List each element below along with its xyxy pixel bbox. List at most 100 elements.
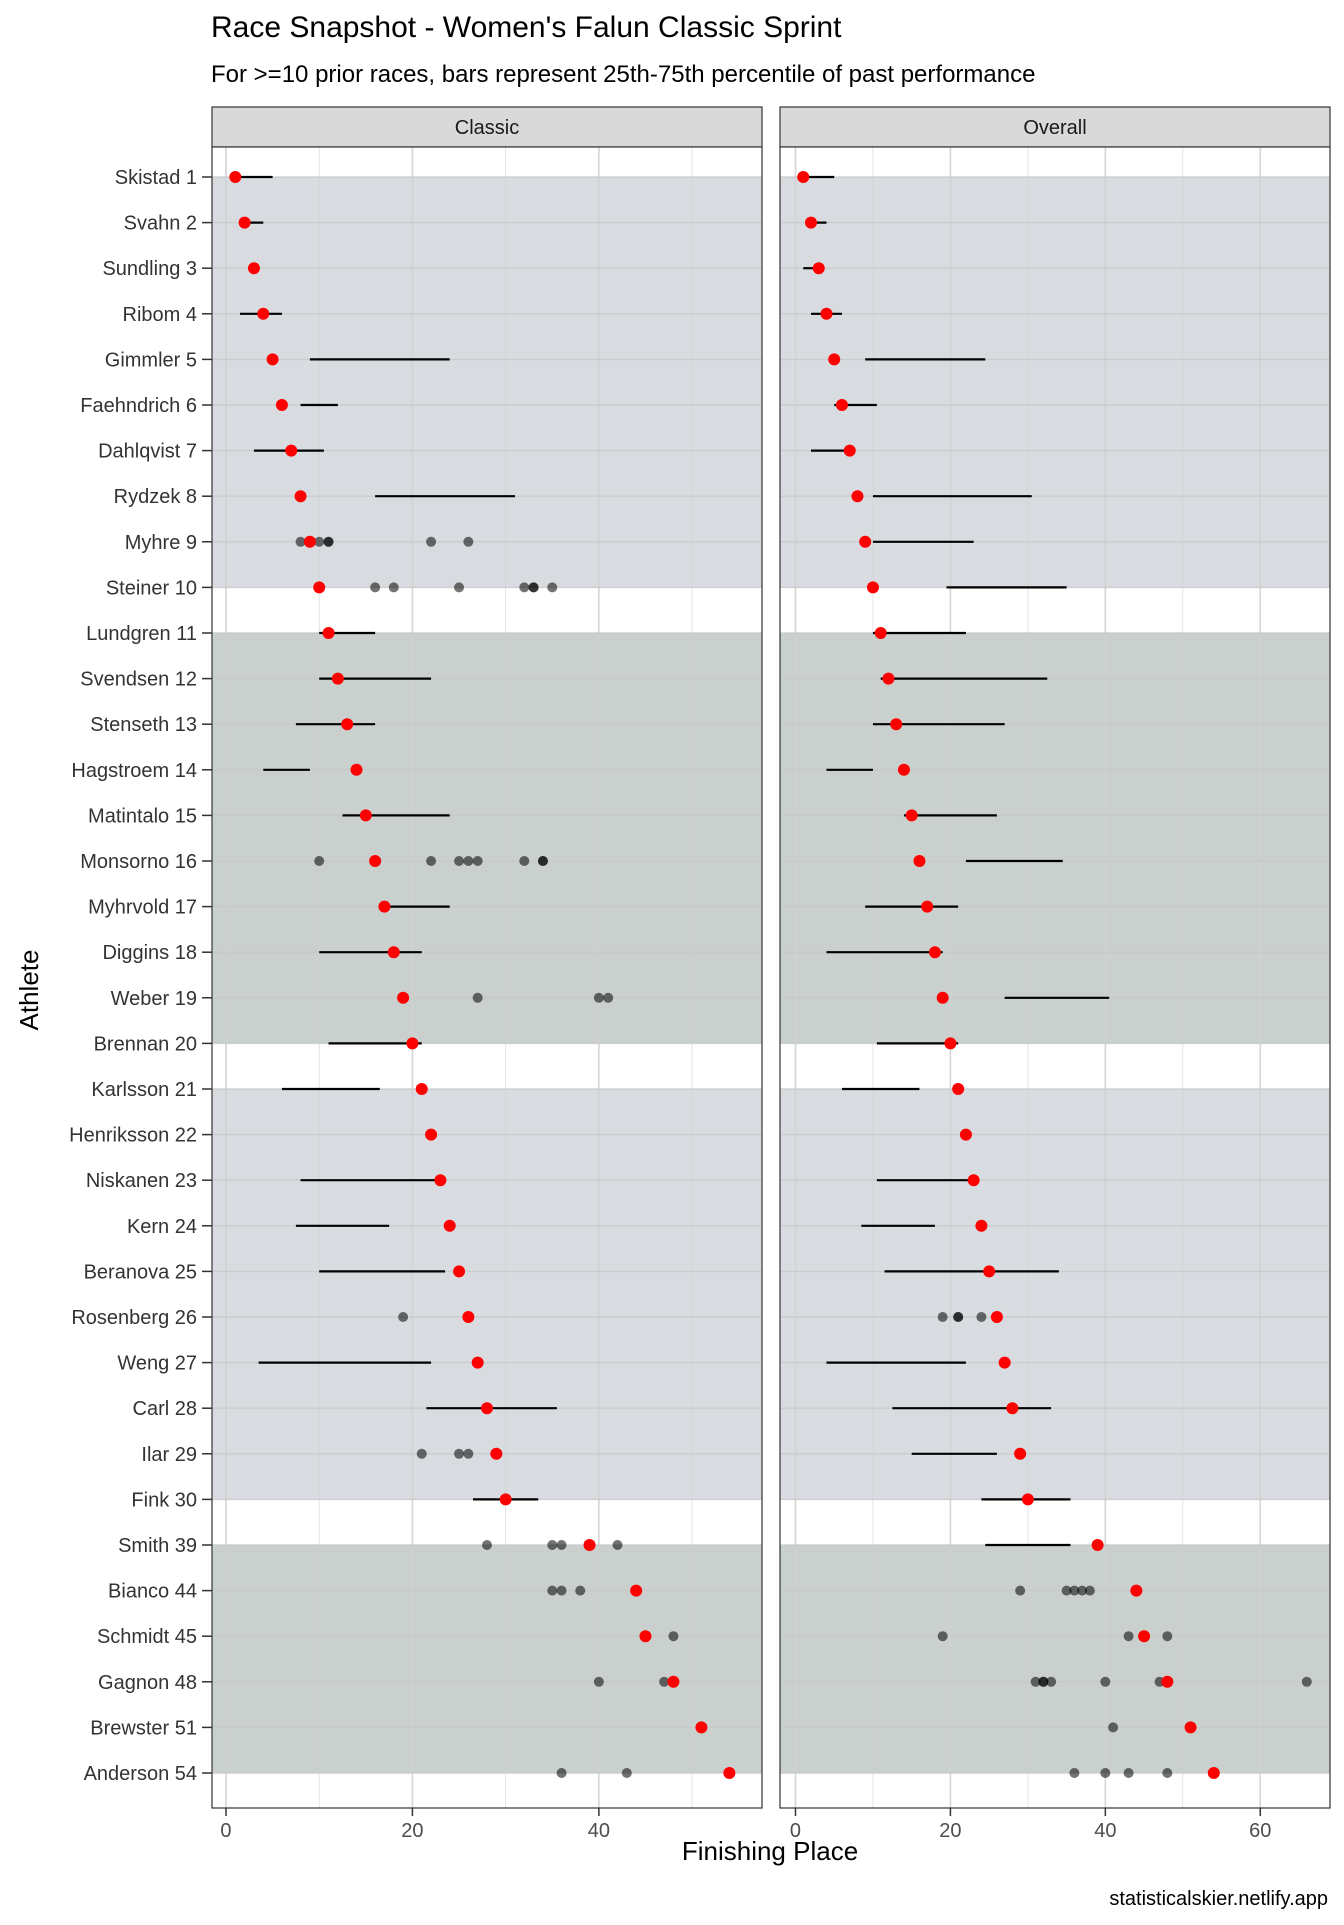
y-tick-label: Myhrvold 17	[88, 897, 197, 919]
x-tick-label: 20	[939, 1820, 961, 1842]
y-tick-label: Myhre 9	[125, 532, 197, 554]
past-result-point	[1030, 1676, 1041, 1687]
y-tick-label: Beranova 25	[84, 1261, 197, 1283]
current-place-point	[695, 1721, 708, 1734]
past-result-point	[1069, 1585, 1080, 1596]
current-place-point	[804, 216, 817, 229]
past-result-point	[454, 856, 465, 866]
y-tick-label: Stenseth 13	[90, 714, 197, 736]
past-result-point	[519, 582, 530, 593]
current-place-point	[257, 307, 270, 320]
past-result-point	[547, 1585, 558, 1596]
y-tick-label: Niskanen 23	[86, 1170, 197, 1192]
past-result-point	[953, 1312, 964, 1322]
facet-strip-label: Classic	[455, 117, 519, 139]
y-tick-label: Sundling 3	[102, 258, 197, 280]
y-tick-label: Hagstroem 14	[71, 760, 197, 782]
past-result-point	[612, 1540, 623, 1550]
current-place-point	[967, 1174, 980, 1187]
past-result-point	[295, 536, 306, 547]
current-place-point	[453, 1265, 466, 1278]
current-place-point	[897, 763, 910, 776]
past-result-point	[537, 856, 548, 866]
current-place-point	[481, 1402, 493, 1415]
past-result-point	[1038, 1676, 1049, 1687]
chart-subtitle: For >=10 prior races, bars represent 25t…	[211, 61, 1035, 88]
past-result-point	[1046, 1676, 1057, 1687]
y-tick-label: Lundgren 11	[86, 623, 197, 645]
past-result-point	[314, 856, 325, 866]
past-result-point	[463, 1448, 474, 1459]
past-result-point	[1061, 1585, 1072, 1596]
past-result-point	[593, 1676, 604, 1687]
current-place-point	[387, 946, 400, 959]
current-place-point	[443, 1219, 456, 1232]
y-tick-label: Rydzek 8	[114, 486, 197, 508]
past-result-point	[1301, 1676, 1312, 1687]
past-result-point	[528, 582, 539, 593]
current-place-point	[936, 991, 949, 1004]
current-place-point	[983, 1265, 996, 1278]
current-place-point	[303, 535, 316, 548]
past-result-point	[323, 536, 334, 547]
current-place-point	[843, 444, 856, 457]
past-result-point	[937, 1312, 948, 1322]
past-result-point	[556, 1768, 567, 1778]
past-result-point	[937, 1631, 948, 1642]
x-tick-label: 0	[790, 1820, 801, 1842]
past-result-point	[556, 1585, 567, 1596]
past-result-point	[1162, 1631, 1173, 1642]
y-tick-label: Gagnon 48	[98, 1672, 197, 1694]
panel-border	[211, 146, 763, 1809]
current-place-point	[490, 1447, 503, 1460]
current-place-point	[723, 1767, 736, 1779]
current-place-point	[462, 1311, 475, 1323]
rank-band	[212, 177, 762, 588]
facet-strip	[211, 106, 763, 148]
current-place-point	[890, 718, 903, 731]
past-result-point	[1077, 1585, 1088, 1596]
past-result-point	[370, 582, 381, 593]
rank-band	[212, 633, 762, 1044]
current-place-point	[928, 946, 941, 959]
facet-strip-label: Overall	[1023, 117, 1086, 139]
past-result-point	[388, 582, 399, 593]
y-tick-label: Fink 30	[131, 1489, 197, 1511]
y-tick-label: Faehndrich 6	[80, 395, 197, 417]
current-place-point	[1184, 1721, 1197, 1734]
current-place-point	[990, 1311, 1003, 1323]
chart-title: Race Snapshot - Women's Falun Classic Sp…	[211, 11, 842, 44]
past-result-point	[556, 1540, 567, 1550]
current-place-point	[959, 1128, 972, 1141]
past-result-point	[398, 1312, 409, 1322]
past-result-point	[1162, 1768, 1173, 1778]
past-result-point	[668, 1631, 679, 1642]
past-result-point	[463, 536, 474, 547]
current-place-point	[812, 262, 825, 275]
current-place-point	[820, 307, 833, 320]
past-result-point	[603, 992, 614, 1003]
past-result-point	[1084, 1585, 1095, 1596]
y-axis-label: Athlete	[14, 950, 44, 1031]
y-tick-label: Brennan 20	[94, 1033, 197, 1055]
current-place-point	[667, 1675, 680, 1688]
current-place-point	[369, 855, 382, 867]
current-place-point	[313, 581, 326, 594]
facet-strip	[779, 106, 1331, 148]
past-result-point	[593, 992, 604, 1003]
past-result-point	[621, 1768, 632, 1778]
past-result-point	[1100, 1676, 1111, 1687]
current-place-point	[874, 627, 887, 639]
y-tick-label: Karlsson 21	[91, 1079, 197, 1101]
current-place-point	[866, 581, 879, 594]
y-tick-label: Dahlqvist 7	[98, 441, 197, 463]
rank-band	[780, 633, 1330, 1044]
past-result-point	[659, 1676, 670, 1687]
current-place-point	[944, 1037, 957, 1050]
past-result-point	[976, 1312, 987, 1322]
y-tick-label: Svahn 2	[124, 213, 197, 235]
current-place-point	[1014, 1447, 1027, 1460]
current-place-point	[247, 262, 260, 275]
y-tick-label: Kern 24	[127, 1216, 197, 1238]
